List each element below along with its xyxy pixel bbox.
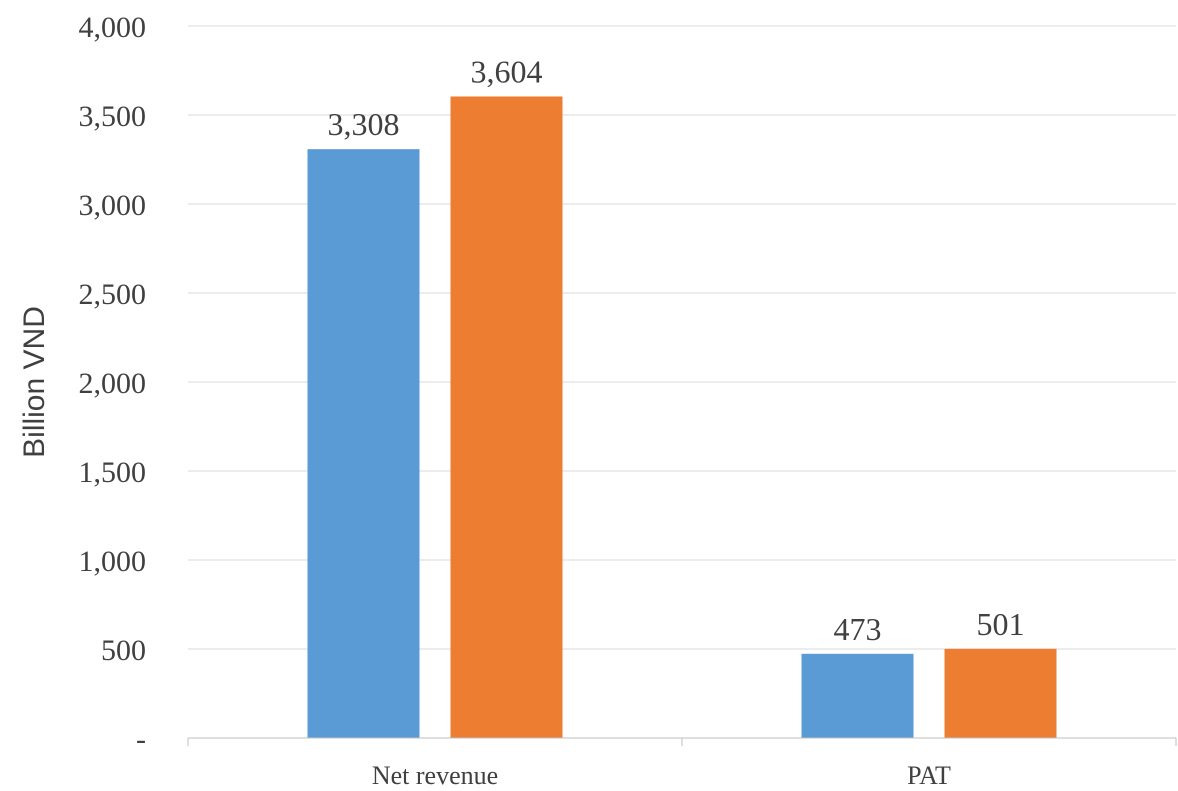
y-axis-ticks: - 500 1,000 1,500 2,000 2,500 3,000 3,500 4,000: [79, 11, 147, 756]
y-tick-label: 1,000: [79, 545, 147, 578]
y-tick-label: -: [136, 723, 146, 756]
y-tick-label: 3,000: [79, 189, 147, 222]
bars: [307, 96, 1057, 739]
bar: [944, 648, 1057, 738]
y-axis-title: Billion VND: [18, 306, 51, 458]
bar: [307, 149, 420, 738]
x-category-label: Net revenue: [372, 761, 498, 790]
data-label: 501: [977, 606, 1025, 642]
y-tick-label: 4,000: [79, 11, 147, 44]
data-label: 3,308: [328, 106, 400, 142]
y-tick-label: 3,500: [79, 100, 147, 133]
y-tick-label: 2,500: [79, 278, 147, 311]
y-tick-label: 1,500: [79, 456, 147, 489]
data-label: 473: [834, 611, 882, 647]
x-category-label: PAT: [907, 761, 951, 790]
data-label: 3,604: [471, 53, 543, 89]
bar: [801, 653, 914, 738]
bar: [450, 96, 563, 739]
y-tick-label: 2,000: [79, 367, 147, 400]
data-labels: 3,308 3,604 473 501: [328, 53, 1025, 646]
x-axis-categories: Net revenue PAT: [372, 761, 951, 790]
y-tick-label: 500: [101, 634, 146, 667]
